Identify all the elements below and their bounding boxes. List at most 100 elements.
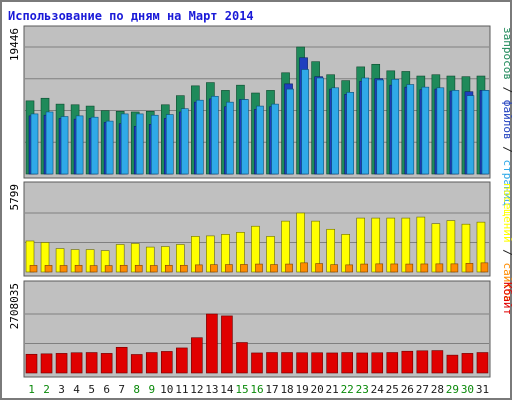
bar-pages-day-6: [105, 120, 114, 175]
legend-entry: /: [501, 80, 512, 100]
day-label-31: 31: [476, 383, 489, 396]
bar-sites-day-12: [195, 264, 203, 273]
bar-sites-day-7: [119, 264, 128, 273]
day-label-28: 28: [431, 383, 444, 396]
day-label-3: 3: [58, 383, 65, 396]
bar-sites-day-20: [315, 263, 323, 273]
day-label-25: 25: [386, 383, 399, 396]
bar-pages-day-30: [466, 95, 475, 175]
bar-kbytes-day-4: [70, 352, 83, 374]
bar-kbytes-day-3: [55, 353, 68, 374]
chart-title: Использование по дням на Март 2014: [8, 9, 254, 23]
bar-sites-day-3: [59, 265, 68, 273]
day-label-29: 29: [446, 383, 459, 396]
bar-kbytes-day-27: [416, 350, 429, 374]
bar-pages-day-4: [75, 115, 84, 175]
bar-pages-day-10: [165, 114, 174, 175]
bar-kbytes-day-21: [326, 352, 338, 374]
bar-sites-day-23: [360, 263, 369, 273]
bar-sites-day-21: [330, 264, 338, 273]
bar-kbytes-day-30: [461, 353, 474, 374]
day-label-17: 17: [265, 383, 278, 396]
y-axis-max-label-top: 19446: [8, 28, 21, 61]
day-label-21: 21: [326, 383, 339, 396]
bar-kbytes-day-20: [311, 352, 323, 374]
bar-pages-day-15: [241, 99, 249, 175]
bar-pages-day-28: [436, 87, 445, 175]
bar-kbytes-day-10: [160, 351, 173, 374]
bar-sites-day-14: [225, 264, 233, 273]
bar-pages-day-26: [406, 84, 415, 175]
bar-pages-day-7: [120, 113, 129, 175]
day-label-23: 23: [356, 383, 369, 396]
bar-sites-day-19: [300, 262, 308, 273]
bar-kbytes-day-15: [236, 342, 248, 374]
bar-sites-day-9: [149, 265, 158, 273]
bar-kbytes-day-28: [431, 350, 444, 374]
legend-entry: /: [501, 243, 512, 263]
bar-pages-day-17: [271, 103, 279, 175]
bar-kbytes-day-29: [446, 354, 459, 374]
bar-kbytes-day-16: [251, 352, 263, 374]
bar-sites-day-8: [134, 264, 143, 273]
legend-top: запросов / файлов / страниц: [501, 27, 512, 206]
y-axis-max-label-bottom: 2708035: [8, 283, 21, 329]
bar-pages-day-8: [135, 113, 144, 175]
bar-sites-day-16: [255, 263, 263, 273]
legend-entry: посещений: [501, 183, 512, 243]
bar-pages-day-16: [256, 105, 264, 175]
bar-sites-day-28: [435, 263, 444, 273]
bar-pages-day-19: [301, 69, 309, 175]
day-label-1: 1: [28, 383, 35, 396]
day-label-14: 14: [220, 383, 234, 396]
legend-entry: сайтов: [501, 262, 512, 302]
bar-kbytes-day-13: [206, 313, 218, 374]
bar-kbytes-day-5: [85, 352, 98, 374]
bar-kbytes-day-7: [115, 346, 128, 374]
bar-sites-day-13: [210, 264, 218, 273]
bar-kbytes-day-14: [221, 315, 233, 374]
bar-sites-day-11: [180, 264, 188, 273]
bar-pages-day-23: [361, 77, 370, 175]
bar-pages-day-12: [196, 99, 204, 175]
y-axis-max-label-middle: 5799: [8, 184, 21, 211]
bar-pages-day-2: [45, 111, 54, 175]
day-label-18: 18: [280, 383, 293, 396]
bar-pages-day-22: [346, 92, 354, 175]
day-label-20: 20: [311, 383, 324, 396]
bar-sites-day-24: [375, 263, 384, 273]
bar-sites-day-27: [420, 263, 429, 273]
bar-sites-day-1: [29, 265, 38, 273]
day-label-24: 24: [371, 383, 385, 396]
day-label-19: 19: [295, 383, 308, 396]
bar-kbytes-day-8: [130, 354, 143, 374]
day-label-12: 12: [190, 383, 203, 396]
day-label-27: 27: [416, 383, 429, 396]
bar-sites-day-22: [345, 264, 353, 273]
legend-entry: запросов: [501, 27, 512, 80]
bar-kbytes-day-1: [25, 353, 38, 374]
bar-kbytes-day-26: [401, 350, 414, 374]
day-label-13: 13: [205, 383, 218, 396]
bar-sites-day-5: [89, 265, 98, 273]
bar-pages-day-3: [60, 116, 69, 175]
day-label-11: 11: [175, 383, 188, 396]
bar-kbytes-day-12: [191, 337, 203, 374]
bar-kbytes-day-22: [341, 352, 353, 374]
day-label-15: 15: [235, 383, 248, 396]
bar-sites-day-26: [405, 263, 414, 273]
day-label-8: 8: [133, 383, 140, 396]
day-label-9: 9: [148, 383, 155, 396]
bar-kbytes-day-24: [371, 352, 384, 374]
bar-pages-day-24: [376, 79, 385, 175]
bar-kbytes-day-6: [100, 353, 113, 374]
day-label-7: 7: [118, 383, 125, 396]
legend-entry: /: [501, 140, 512, 160]
day-label-5: 5: [88, 383, 95, 396]
bar-kbytes-day-19: [296, 352, 308, 374]
bar-kbytes-day-23: [356, 352, 369, 374]
legend-middle: посещений / сайтов: [501, 183, 512, 302]
bar-kbytes-day-17: [266, 352, 278, 374]
bar-kbytes-day-2: [40, 353, 53, 374]
